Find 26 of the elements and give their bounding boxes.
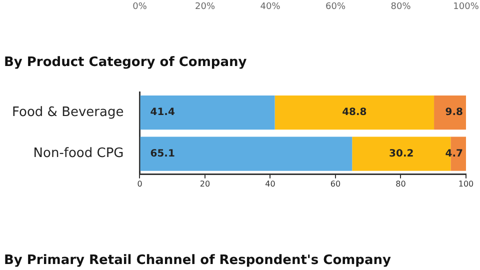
data-label: 4.7 — [445, 148, 464, 160]
data-label: 30.2 — [389, 148, 414, 160]
data-label: 48.8 — [342, 107, 367, 118]
x-tick-label: 0 — [137, 179, 142, 188]
x2-tick-label: 100% — [453, 2, 480, 12]
x2-tick-label: 80% — [390, 2, 412, 12]
chart-title: By Product Category of Company — [4, 55, 248, 70]
bar — [434, 96, 466, 130]
bar — [274, 96, 434, 130]
bar — [140, 96, 275, 130]
x-tick-label: 100 — [458, 179, 474, 188]
x2-tick-label: 40% — [260, 2, 281, 12]
data-label: 9.8 — [445, 107, 464, 118]
bar — [140, 136, 352, 171]
x-tick-label: 80 — [396, 179, 406, 188]
data-label: 65.1 — [150, 148, 175, 160]
x-tick-label: 60 — [330, 179, 341, 188]
x2-tick-label: 60% — [325, 2, 346, 12]
y-tick-label: Food & Beverage — [12, 104, 124, 120]
data-label: 41.4 — [150, 107, 175, 118]
y-tick-label: Non-food CPG — [33, 146, 124, 162]
x2-tick-label: 0% — [132, 2, 148, 12]
x2-tick-label: 20% — [194, 2, 216, 12]
x-tick-label: 40 — [265, 179, 276, 188]
x-tick-label: 20 — [200, 179, 210, 188]
text: By Primary Retail Channel of Respondent's Company — [4, 253, 392, 268]
